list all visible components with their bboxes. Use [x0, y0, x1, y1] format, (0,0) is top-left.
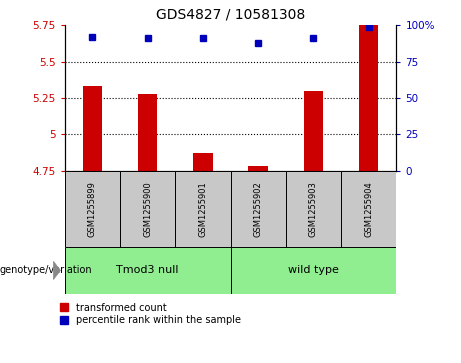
Bar [248, 166, 268, 171]
Text: Tmod3 null: Tmod3 null [116, 265, 179, 276]
Legend: transformed count, percentile rank within the sample: transformed count, percentile rank withi… [60, 302, 241, 326]
Bar [359, 25, 378, 171]
Bar [341, 171, 396, 247]
Bar [230, 247, 396, 294]
Text: GSM1255902: GSM1255902 [254, 181, 263, 237]
Text: GSM1255904: GSM1255904 [364, 181, 373, 237]
Title: GDS4827 / 10581308: GDS4827 / 10581308 [156, 8, 305, 21]
Text: wild type: wild type [288, 265, 339, 276]
Text: GSM1255899: GSM1255899 [88, 181, 97, 237]
Bar [193, 153, 213, 171]
Bar [286, 171, 341, 247]
Bar [304, 91, 323, 171]
Bar [120, 171, 175, 247]
Bar [230, 171, 286, 247]
Text: GSM1255901: GSM1255901 [198, 181, 207, 237]
Text: GSM1255900: GSM1255900 [143, 181, 152, 237]
Bar [83, 86, 102, 171]
Text: GSM1255903: GSM1255903 [309, 181, 318, 237]
Text: genotype/variation: genotype/variation [0, 265, 93, 276]
Bar [138, 94, 157, 171]
Bar [65, 171, 120, 247]
Bar [65, 247, 230, 294]
Bar [175, 171, 230, 247]
